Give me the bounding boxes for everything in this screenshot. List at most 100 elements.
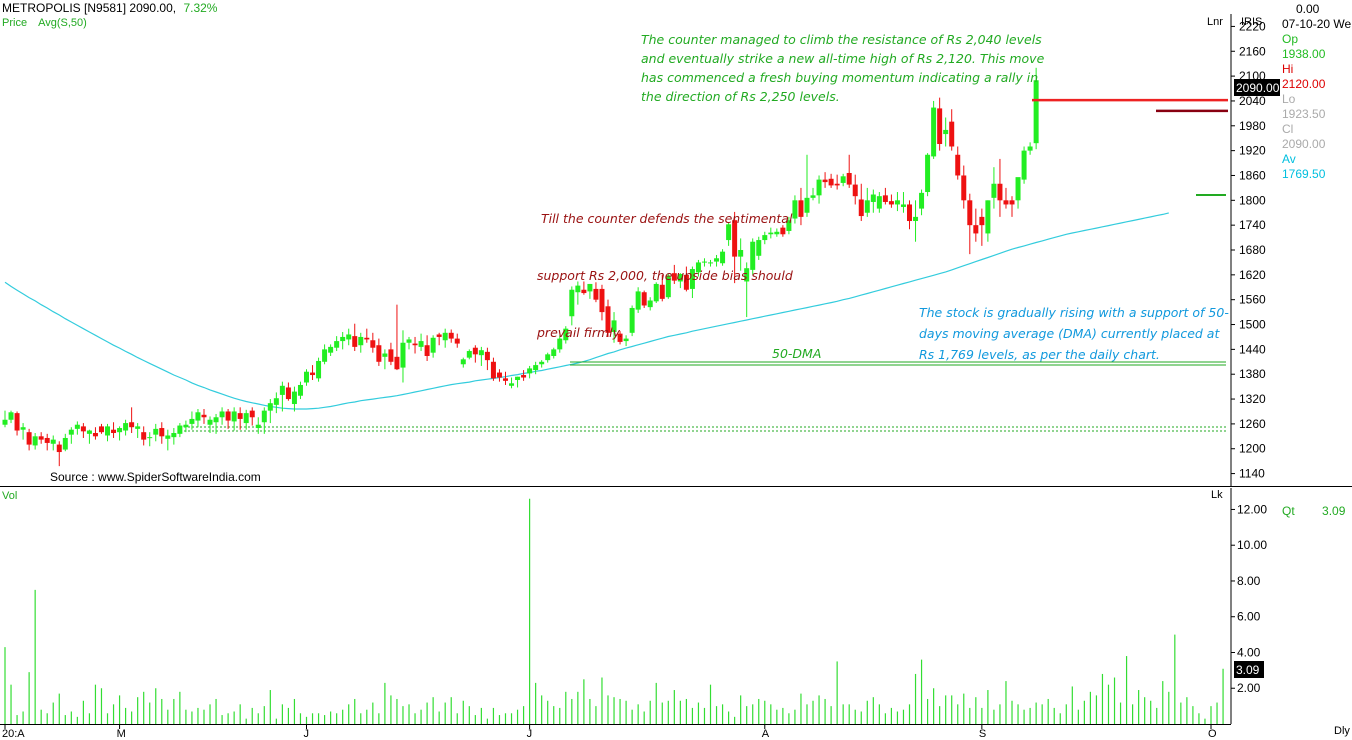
candle-body xyxy=(587,283,593,292)
candle-body xyxy=(153,428,159,435)
candle-body xyxy=(629,307,635,333)
volume-axis-ticks: 12.00 10.00 8.00 6.00 4.00 2.00 xyxy=(1231,502,1267,695)
candle-body xyxy=(599,288,605,313)
candle-body xyxy=(340,336,346,342)
ma50-line xyxy=(4,212,1169,410)
candle-body xyxy=(334,341,340,348)
candle-body xyxy=(466,351,472,358)
candle-body xyxy=(744,268,750,282)
candle-body xyxy=(822,179,828,183)
candle-body xyxy=(424,345,430,356)
candle-body xyxy=(593,288,599,300)
price-tick-label: 1440 xyxy=(1239,342,1266,356)
candle-body xyxy=(732,220,738,257)
ohlc-row-avg: Av1769.50 xyxy=(1282,152,1352,182)
last-price-label: 2090.00 xyxy=(1236,81,1280,95)
candle-body xyxy=(195,412,201,421)
annotation-line: support Rs 2,000, the upside bias should xyxy=(537,268,793,283)
annotation-line: The stock is gradually rising with a sup… xyxy=(919,305,1229,320)
candle-body xyxy=(641,292,647,306)
candle-body xyxy=(689,269,695,289)
candle-body xyxy=(80,426,86,432)
candle-body xyxy=(810,195,816,198)
candle-body xyxy=(92,433,98,437)
candle-body xyxy=(346,334,352,340)
annotation-line: and eventually strike a new all-time hig… xyxy=(641,51,1045,66)
candle-body xyxy=(509,383,515,386)
candle-body xyxy=(117,428,123,433)
lk-label: Lk xyxy=(1211,489,1223,501)
last-volume-box xyxy=(1234,661,1264,678)
candle-body xyxy=(997,183,1003,201)
candle-body xyxy=(231,411,237,422)
candle-body xyxy=(816,179,822,196)
volume-tick-label: 6.00 xyxy=(1237,610,1261,624)
candle-body xyxy=(454,338,460,344)
ohlc-value: 2090.00 xyxy=(1282,137,1326,151)
candle-body xyxy=(762,235,768,241)
candles xyxy=(2,67,1039,467)
iris-label: IRIS xyxy=(1241,16,1263,28)
candle-body xyxy=(2,419,8,425)
candle-body xyxy=(237,413,243,419)
candle-body xyxy=(1015,177,1021,201)
candle-body xyxy=(647,300,653,308)
candle-body xyxy=(991,183,997,198)
candle-body xyxy=(400,342,406,368)
candle-body xyxy=(575,285,581,293)
candle-body xyxy=(304,371,309,383)
candle-body xyxy=(979,216,985,226)
legend-price: Price xyxy=(2,17,28,29)
candle-body xyxy=(695,262,701,273)
price-tick-label: 2220 xyxy=(1239,19,1266,33)
volume-bars xyxy=(4,498,1224,724)
candle-body xyxy=(1027,146,1033,151)
annotation-support: Till the counter defends the sentimental… xyxy=(537,171,793,361)
candle-body xyxy=(358,336,364,346)
candle-body xyxy=(448,332,454,339)
candle-body xyxy=(557,338,563,350)
candle-body xyxy=(243,413,249,424)
candle-body xyxy=(297,384,303,396)
candle-body xyxy=(177,425,183,434)
candle-body xyxy=(907,204,912,222)
price-tick-label: 1740 xyxy=(1239,218,1266,232)
candle-body xyxy=(1021,150,1027,180)
candle-body xyxy=(207,419,213,425)
candle-body xyxy=(750,241,756,270)
candle-body xyxy=(123,423,129,431)
symbol-name: METROPOLIS [N9581] xyxy=(2,1,127,15)
price-tick-label: 1920 xyxy=(1239,144,1266,158)
candle-body xyxy=(774,231,780,235)
candle-body xyxy=(370,340,376,348)
ohlc-key: Cl xyxy=(1282,122,1294,136)
candle-body xyxy=(937,108,943,145)
candle-body xyxy=(32,436,38,446)
candle-body xyxy=(213,417,219,423)
price-tick-label: 1620 xyxy=(1239,268,1266,282)
candle-body xyxy=(159,428,165,437)
date-tick-label: A xyxy=(762,728,770,740)
candle-body xyxy=(527,368,533,374)
candle-body xyxy=(671,273,677,281)
candle-body xyxy=(225,411,231,421)
candle-body xyxy=(376,345,382,362)
candle-body xyxy=(726,224,732,241)
candle-body xyxy=(798,200,804,217)
candle-body xyxy=(581,289,587,294)
candle-body xyxy=(394,356,400,370)
qt-value: 3.09 xyxy=(1322,504,1346,518)
price-tick-label: 1680 xyxy=(1239,243,1266,257)
annotation-line: Till the counter defends the sentimental xyxy=(537,211,793,226)
candle-body xyxy=(328,346,334,353)
price-tick-label: 1260 xyxy=(1239,417,1266,431)
candle-body xyxy=(273,398,279,405)
candle-body xyxy=(720,251,726,264)
annotation-line: prevail firmly. xyxy=(537,325,624,340)
ohlc-panel: Op1938.00 Hi2120.00 Lo1923.50 Cl2090.00 … xyxy=(1282,32,1352,182)
candle-body xyxy=(267,403,273,411)
ohlc-key: Av xyxy=(1282,152,1296,166)
annotation-line: Rs 1,769 levels, as per the daily chart. xyxy=(919,347,1160,362)
candle-body xyxy=(635,291,641,310)
